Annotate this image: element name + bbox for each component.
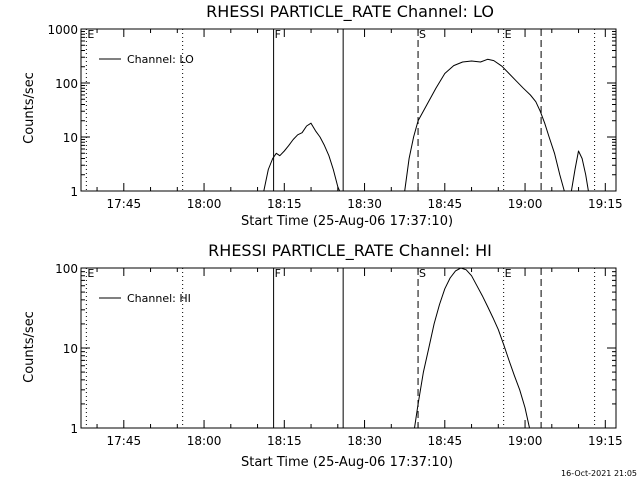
x-axis-label: Start Time (25-Aug-06 17:37:10)	[241, 455, 453, 470]
series-line	[570, 150, 589, 192]
plot-frame	[80, 28, 617, 192]
y-tick-label: 1	[70, 422, 78, 436]
legend: Channel: HI	[99, 292, 191, 305]
plot-area: 17:45 18:00 18:15 18:30 18:45 19:00 19:15 1 10 10…	[47, 23, 622, 211]
x-axis-label: Start Time (25-Aug-06 17:37:10)	[241, 214, 453, 229]
y-axis-label: Counts/sec	[22, 311, 37, 383]
x-tick-label: 17:45	[107, 434, 142, 448]
legend-label: Channel: LO	[127, 53, 194, 66]
y-tick-label: 10	[63, 131, 78, 145]
event-marker-label: S	[419, 267, 426, 280]
x-tick-label: 19:00	[508, 197, 543, 211]
chart-title: RHESSI PARTICLE_RATE Channel: HI	[208, 241, 492, 261]
x-tick-label: 18:00	[187, 197, 222, 211]
y-tick-label: 10	[63, 342, 78, 356]
y-tick-label: 1000	[47, 23, 78, 37]
event-marker-label: E	[505, 28, 512, 41]
x-tick-label: 18:45	[428, 197, 463, 211]
x-tick-label: 18:45	[428, 434, 463, 448]
x-tick-label: 18:15	[267, 197, 302, 211]
footer-timestamp: 16-Oct-2021 21:05	[561, 469, 637, 478]
x-tick-label: 17:45	[107, 197, 142, 211]
series-line	[404, 58, 565, 192]
x-tick-label: 18:30	[347, 197, 382, 211]
event-marker-label: E	[87, 267, 94, 280]
y-tick-label: 1	[70, 185, 78, 199]
x-tick-label: 19:15	[588, 434, 623, 448]
panel-lo: RHESSI PARTICLE_RATE Channel: LO 17:45 18…	[22, 2, 623, 229]
plot-area: 17:45 18:00 18:15 18:30 18:45 19:00 19:15 1 10 10…	[55, 262, 623, 448]
event-marker-label: E	[87, 28, 94, 41]
y-axis-label: Counts/sec	[22, 72, 37, 144]
legend-label: Channel: HI	[127, 292, 191, 305]
x-tick-label: 18:15	[267, 434, 302, 448]
series-line	[414, 267, 530, 429]
event-marker-label: F	[275, 267, 281, 280]
x-tick-label: 19:15	[588, 197, 623, 211]
legend: Channel: LO	[99, 53, 194, 66]
x-tick-label: 18:00	[187, 434, 222, 448]
event-marker-label: S	[419, 28, 426, 41]
y-tick-label: 100	[55, 262, 78, 276]
series-line	[263, 122, 341, 192]
chart-title: RHESSI PARTICLE_RATE Channel: LO	[206, 2, 494, 22]
x-tick-label: 19:00	[508, 434, 543, 448]
x-tick-label: 18:30	[347, 434, 382, 448]
y-tick-label: 100	[55, 77, 78, 91]
event-marker-label: E	[505, 267, 512, 280]
panel-hi: RHESSI PARTICLE_RATE Channel: HI 17:45 18…	[22, 241, 623, 470]
event-marker-label: F	[275, 28, 281, 41]
